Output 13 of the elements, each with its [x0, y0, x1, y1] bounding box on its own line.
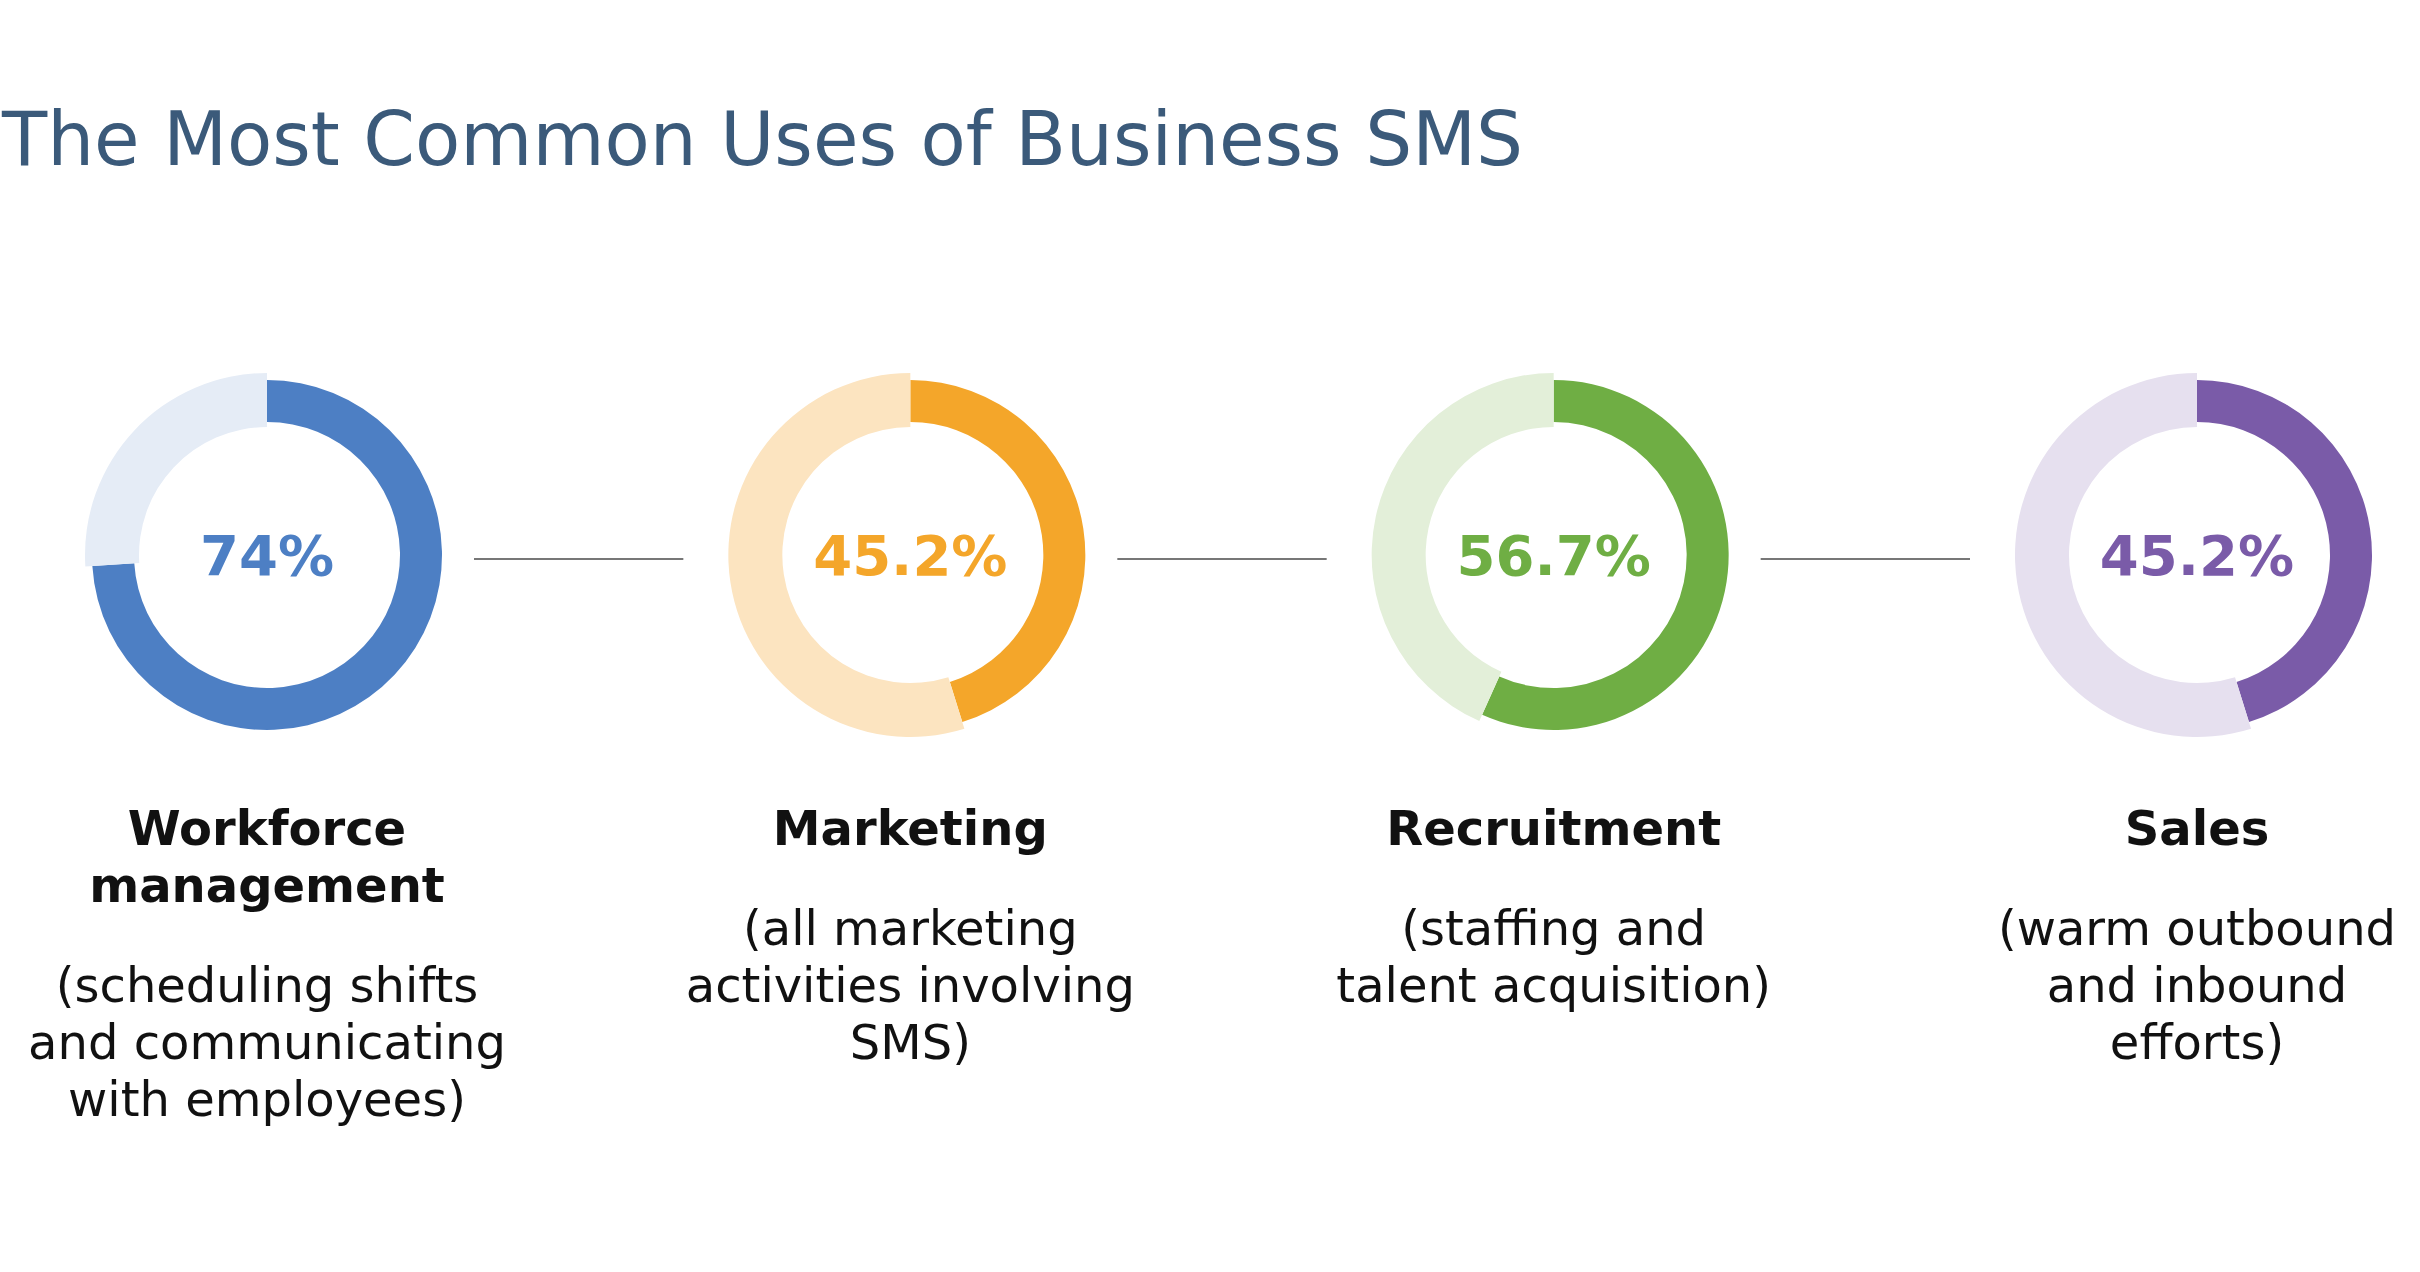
text: The Most Common Uses of Business SMS — [1, 96, 1523, 182]
text: (staffing and talent acquisition) — [1336, 900, 1771, 1013]
text: Marketing — [772, 800, 1048, 856]
text: 56.7% — [1456, 523, 1651, 588]
text: 45.2% — [813, 523, 1008, 588]
text: 74% — [199, 523, 335, 588]
text: 45.2% — [2099, 523, 2295, 588]
text: Sales — [2124, 800, 2270, 856]
text: (scheduling shifts and communicating with employees) — [28, 957, 506, 1127]
text: Recruitment — [1386, 800, 1722, 856]
text: (all marketing activities involving SMS) — [685, 900, 1135, 1070]
text: (warm outbound and inbound efforts) — [1997, 900, 2397, 1070]
text: Workforce management — [89, 800, 445, 913]
